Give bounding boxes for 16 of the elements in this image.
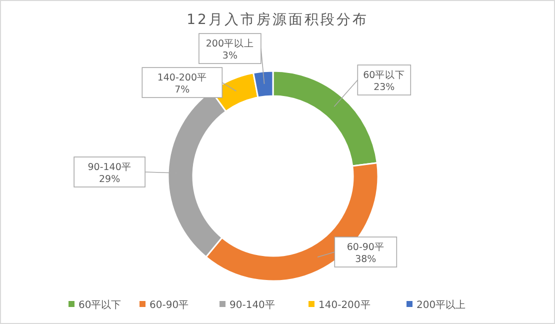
slice-label: 200平以上 <box>206 38 254 50</box>
slice-label: 140-200平 <box>157 72 208 84</box>
data-label: 7% <box>174 84 190 96</box>
data-label: 3% <box>222 50 238 62</box>
legend-label: 140-200平 <box>318 300 370 311</box>
legend-label: 60平以下 <box>78 299 122 311</box>
slice-label: 60平以下 <box>363 68 406 81</box>
data-label: 29% <box>99 174 120 185</box>
slice-label: 60-90平 <box>346 242 384 253</box>
legend-label: 60-90平 <box>150 300 189 311</box>
data-label: 23% <box>374 82 395 93</box>
data-label: 38% <box>355 254 376 265</box>
legend-label: 200平以上 <box>416 299 466 311</box>
legend-label: 90-140平 <box>230 300 275 311</box>
slice-label: 90-140平 <box>88 162 132 173</box>
chart-title: 12月入市房源面积段分布 <box>186 12 368 28</box>
